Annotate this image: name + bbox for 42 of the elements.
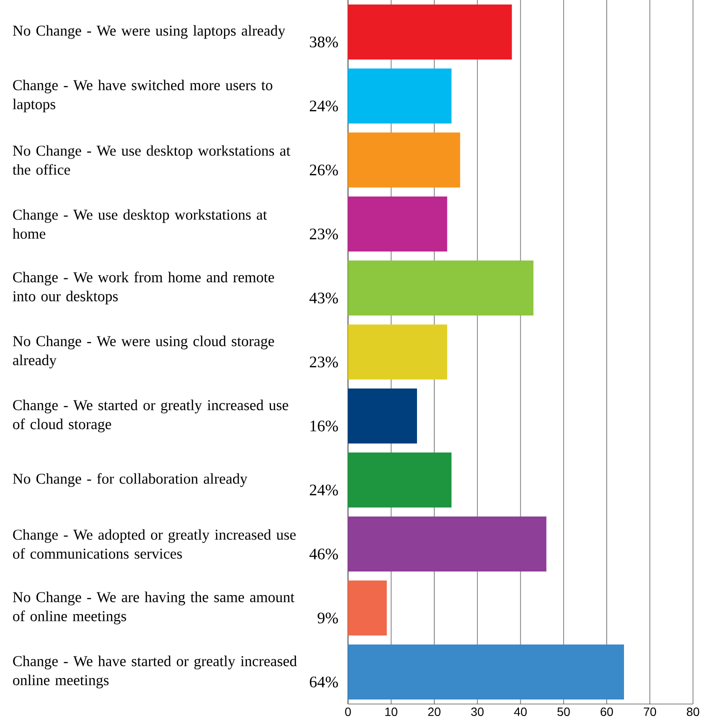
y-tick-label: No Change - We were using laptops already	[12, 25, 286, 39]
bar	[348, 132, 460, 188]
x-tick-label: 10	[385, 708, 398, 716]
y-tick-label: Change - We use desktop workstations at home	[12, 209, 267, 239]
y-tick-label: No Change - We were using cloud storage already	[12, 336, 274, 368]
bar	[348, 580, 387, 636]
y-tick-label: Change - We have switched more users to laptops	[12, 80, 272, 112]
bar	[348, 260, 534, 316]
bar	[348, 644, 624, 700]
data-label: 24%	[310, 100, 338, 112]
data-label: 46%	[309, 548, 338, 560]
y-tick-label: Change - We have started or greatly increased online meetings	[13, 656, 297, 688]
bar	[348, 68, 452, 124]
y-tick-label: Change - We started or greatly increased use of cloud storage	[13, 400, 288, 432]
x-tick-label: 20	[428, 708, 440, 716]
data-label: 9%	[318, 612, 338, 624]
x-tick-label: 60	[600, 708, 613, 716]
data-label: 38%	[310, 36, 338, 48]
x-tick-label: 50	[557, 708, 570, 716]
bar	[348, 324, 448, 380]
data-label: 64%	[310, 676, 338, 688]
bar	[348, 196, 448, 252]
y-tick-label: No Change - We are having the same amount of online meetings	[12, 592, 294, 624]
data-label: 43%	[309, 292, 338, 304]
y-tick-label: No Change - for collaboration already	[12, 473, 248, 487]
x-tick-label: 30	[471, 708, 484, 716]
bar	[348, 4, 512, 60]
data-label: 26%	[310, 164, 338, 176]
y-tick-label: Change - We adopted or greatly increased use of communications services	[13, 529, 296, 559]
x-tick-label: 40	[514, 708, 527, 716]
data-label: 24%	[310, 484, 338, 496]
bar	[348, 516, 546, 572]
x-tick-label: 80	[686, 708, 700, 716]
bar	[348, 452, 452, 508]
y-tick-label: Change - We work from home and remote into our desktops	[12, 272, 274, 304]
x-tick-label: 0	[345, 708, 351, 716]
x-tick-label: 70	[644, 708, 656, 716]
y-tick-label: No Change - We use desktop workstations at the office	[12, 145, 290, 175]
data-label: 23%	[310, 228, 338, 240]
data-label: 23%	[310, 356, 338, 368]
data-label: 16%	[310, 420, 338, 432]
bar	[348, 388, 417, 444]
